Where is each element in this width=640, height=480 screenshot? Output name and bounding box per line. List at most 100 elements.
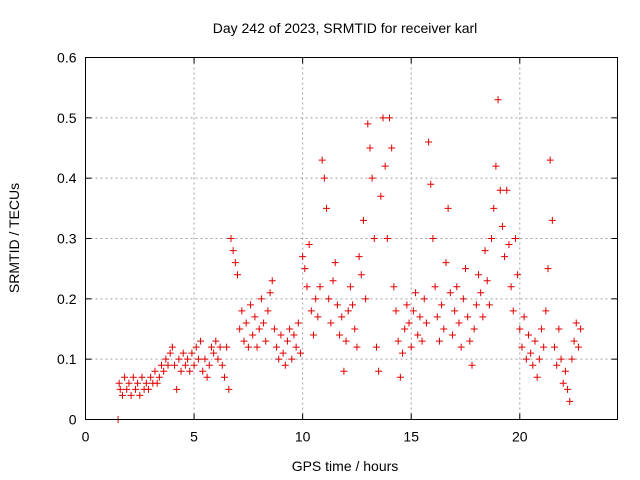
data-point — [210, 349, 218, 357]
data-point — [448, 331, 456, 339]
data-point — [416, 313, 424, 321]
data-point — [433, 313, 441, 321]
data-point — [194, 355, 202, 363]
data-point — [498, 222, 506, 230]
data-point — [236, 325, 244, 333]
data-point — [231, 259, 239, 267]
data-point — [344, 307, 352, 315]
data-point — [312, 295, 320, 303]
y-tick-label: 0.4 — [57, 170, 77, 186]
data-point — [320, 174, 328, 182]
data-point — [435, 337, 443, 345]
data-point — [535, 355, 543, 363]
data-point — [275, 355, 283, 363]
data-point — [314, 313, 322, 321]
y-tick-label: 0 — [69, 412, 77, 428]
data-point — [166, 349, 174, 357]
data-point — [359, 216, 367, 224]
axis-ticks: 0 0.1 0.2 0.3 0.4 0.5 0.6 0 5 10 15 20 — [57, 50, 618, 445]
data-point — [260, 319, 268, 327]
data-point — [190, 361, 198, 369]
data-point — [353, 343, 361, 351]
data-point — [538, 325, 545, 333]
data-point — [414, 331, 422, 339]
data-point — [399, 349, 407, 357]
data-point — [372, 343, 380, 351]
data-point — [351, 325, 359, 333]
data-point — [418, 337, 426, 345]
data-point — [205, 361, 213, 369]
data-point — [509, 307, 517, 315]
data-point — [546, 156, 554, 164]
data-point — [307, 307, 315, 315]
data-point — [227, 235, 235, 242]
data-point — [468, 361, 476, 369]
data-point — [340, 367, 348, 375]
data-point — [420, 295, 428, 303]
data-point — [557, 355, 565, 363]
data-point — [485, 301, 493, 309]
data-point — [171, 361, 179, 369]
data-point — [561, 367, 569, 375]
data-point — [281, 361, 289, 369]
y-axis-label: SRMTID / TECUs — [6, 183, 22, 293]
data-point — [188, 349, 196, 357]
data-point — [481, 247, 489, 255]
data-point — [470, 325, 478, 333]
data-point — [173, 385, 181, 393]
data-point — [147, 373, 155, 381]
data-point — [451, 307, 459, 315]
data-point — [115, 379, 123, 387]
data-point — [318, 156, 326, 164]
data-point — [158, 361, 165, 369]
data-point — [490, 204, 498, 212]
data-point — [286, 325, 294, 333]
data-point — [264, 307, 272, 315]
data-point — [516, 325, 524, 333]
data-point — [551, 343, 559, 351]
data-point — [184, 355, 192, 363]
data-point — [327, 319, 335, 327]
data-point — [559, 379, 567, 387]
data-point — [379, 114, 387, 122]
data-point — [544, 265, 552, 273]
data-point — [564, 385, 572, 393]
data-point — [394, 337, 402, 345]
data-point — [407, 343, 415, 351]
data-point — [531, 337, 539, 345]
data-point — [179, 349, 187, 357]
data-point — [342, 337, 350, 345]
data-point — [144, 385, 152, 393]
data-point — [292, 343, 300, 351]
data-point — [386, 114, 393, 122]
x-axis-label: GPS time / hours — [292, 458, 399, 474]
data-point — [229, 247, 237, 255]
data-point — [383, 235, 391, 242]
data-point — [440, 325, 448, 333]
data-point — [425, 138, 433, 146]
data-point — [118, 391, 126, 399]
data-point — [192, 343, 200, 351]
data-point — [266, 289, 274, 297]
data-point — [457, 343, 465, 351]
data-point — [390, 283, 398, 291]
data-point — [283, 337, 291, 345]
data-point — [501, 253, 509, 261]
data-point — [333, 301, 341, 309]
data-point — [164, 361, 172, 369]
data-point — [197, 337, 205, 345]
data-point — [455, 319, 463, 327]
data-point — [153, 379, 161, 387]
data-point — [570, 337, 578, 345]
data-point — [255, 325, 263, 333]
chart-title: Day 242 of 2023, SRMTID for receiver kar… — [213, 20, 478, 36]
data-point — [429, 235, 437, 242]
data-point — [131, 385, 139, 393]
data-point — [464, 313, 472, 321]
data-point — [466, 337, 474, 345]
data-point — [268, 277, 276, 285]
data-point — [234, 271, 241, 279]
data-point — [349, 301, 357, 309]
data-point — [412, 289, 420, 297]
data-point — [199, 367, 207, 375]
